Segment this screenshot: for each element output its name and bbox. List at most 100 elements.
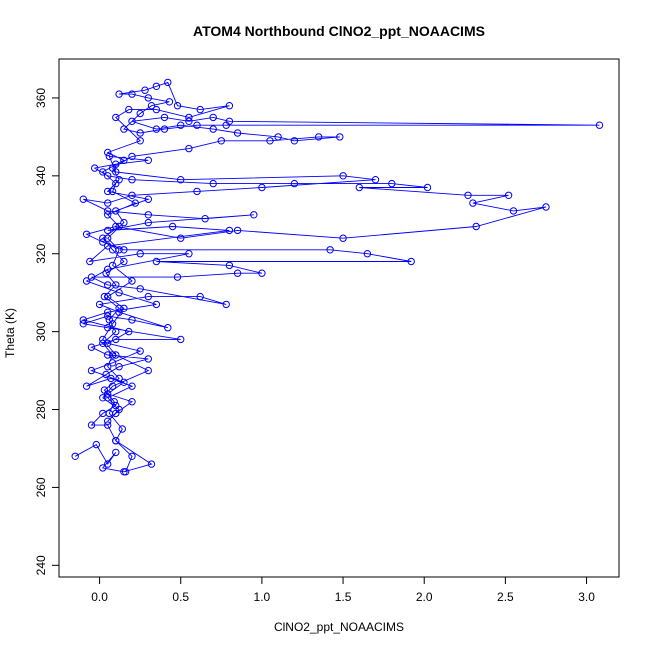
data-point: [509, 207, 518, 215]
data-point: [217, 137, 226, 145]
data-point: [104, 417, 112, 425]
data-point: [177, 234, 185, 242]
data-point: [92, 440, 101, 449]
data-point: [290, 179, 299, 188]
data-point: [177, 335, 185, 344]
data-point: [120, 246, 128, 254]
y-axis: 240 260 280 300 320 340 360: [34, 88, 59, 575]
data-point: [144, 156, 153, 165]
data-point: [464, 191, 472, 200]
data-point: [99, 168, 107, 176]
data-point: [472, 222, 480, 231]
data-point: [86, 257, 94, 266]
y-axis-label: Theta (K): [3, 308, 17, 358]
data-point: [104, 460, 112, 468]
data-point: [121, 468, 130, 476]
data-point: [112, 179, 120, 188]
data-point: [95, 300, 104, 309]
data-point: [209, 113, 217, 122]
data-point: [112, 281, 120, 289]
data-point: [128, 452, 136, 460]
data-point: [128, 382, 136, 390]
data-point: [104, 172, 112, 180]
data-point: [147, 460, 156, 468]
data-point: [185, 113, 193, 122]
data-point: [104, 324, 112, 332]
data-point: [504, 191, 513, 200]
data-point: [120, 156, 128, 165]
data-point: [147, 102, 156, 110]
data-point: [196, 105, 204, 114]
data-point: [225, 261, 234, 270]
data-point: [108, 359, 117, 367]
data-point: [128, 398, 136, 406]
data-point: [136, 129, 144, 137]
series-layer: [71, 78, 604, 476]
data-point: [104, 187, 112, 196]
data-point: [164, 324, 172, 332]
data-point: [339, 172, 347, 180]
data-point: [79, 195, 88, 203]
data-point: [105, 152, 114, 161]
data-point: [87, 343, 96, 351]
data-point: [108, 261, 117, 270]
data-point: [104, 199, 112, 207]
data-point: [144, 355, 153, 363]
data-point: [141, 86, 149, 94]
data-point: [99, 335, 107, 344]
data-point: [173, 102, 182, 110]
data-point: [193, 121, 201, 129]
data-point: [105, 316, 114, 324]
data-point: [79, 316, 88, 324]
data-point: [225, 226, 234, 235]
data-point: [258, 269, 266, 277]
x-tick-label: 3.0: [578, 590, 595, 604]
x-tick-label: 0.5: [172, 590, 189, 604]
data-point: [196, 292, 204, 301]
data-point: [128, 90, 136, 98]
data-point: [104, 339, 112, 347]
data-point: [388, 179, 396, 188]
data-point: [107, 374, 115, 383]
data-point: [326, 246, 334, 254]
data-point: [168, 222, 177, 231]
data-point: [108, 382, 117, 390]
data-point: [100, 386, 109, 394]
data-point: [87, 366, 96, 375]
data-point: [104, 292, 112, 301]
data-point: [233, 129, 242, 137]
data-point: [185, 144, 193, 153]
data-point: [102, 370, 110, 379]
x-axis-label: ClNO2_ppt_NOAACIMS: [274, 620, 404, 634]
data-point: [104, 211, 112, 219]
data-point: [108, 351, 117, 359]
data-point: [290, 137, 299, 145]
data-point: [136, 250, 144, 258]
data-point: [99, 238, 107, 246]
data-point: [115, 374, 123, 383]
data-point: [104, 363, 112, 371]
y-tick-label: 360: [34, 88, 48, 108]
data-point: [173, 273, 182, 281]
data-point: [209, 125, 217, 133]
data-point: [102, 269, 110, 277]
data-point: [112, 448, 120, 457]
x-axis: 0.0 0.5 1.0 1.5 2.0 2.5 3.0: [91, 577, 595, 604]
data-point: [185, 117, 193, 126]
data-point: [112, 335, 120, 344]
data-point: [104, 234, 112, 242]
data-point: [128, 277, 136, 285]
data-point: [79, 320, 88, 328]
data-point: [115, 308, 123, 316]
data-point: [125, 327, 133, 336]
data-point: [152, 105, 161, 114]
data-point: [99, 339, 107, 347]
data-point: [104, 265, 112, 273]
data-point: [542, 203, 550, 211]
data-point: [82, 277, 91, 285]
data-point: [120, 304, 128, 312]
data-point: [144, 211, 153, 219]
